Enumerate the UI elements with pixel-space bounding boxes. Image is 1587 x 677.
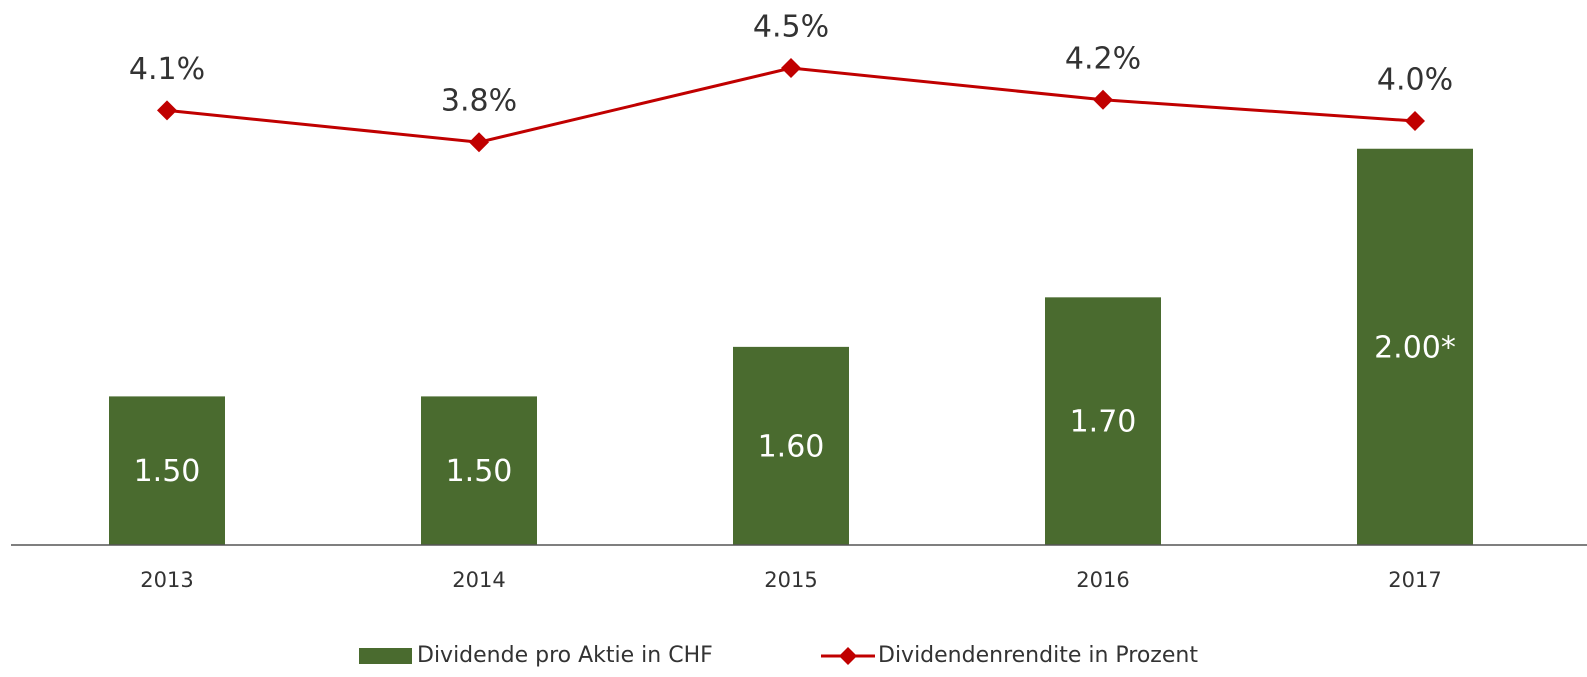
legend-marker [839, 647, 857, 665]
legend-swatch [359, 648, 412, 664]
bar-label: 1.70 [1070, 405, 1137, 440]
marker [469, 132, 489, 153]
marker [157, 100, 177, 121]
x-tick-label: 2016 [1076, 568, 1129, 592]
bar-label: 1.50 [134, 454, 201, 489]
bar-label: 2.00* [1374, 330, 1456, 365]
bar [733, 346, 849, 545]
point-label: 3.8% [441, 84, 517, 119]
marker [1093, 89, 1113, 110]
point-label: 4.2% [1065, 41, 1141, 76]
bar [109, 396, 225, 545]
x-tick-label: 2014 [452, 568, 505, 592]
x-tick-label: 2017 [1388, 568, 1441, 592]
x-tick-label: 2013 [140, 568, 193, 592]
bar-label: 1.60 [758, 429, 825, 464]
marker [1405, 111, 1425, 131]
marker [781, 58, 801, 78]
legend-label: Dividendenrendite in Prozent [878, 643, 1198, 668]
x-tick-label: 2015 [764, 568, 817, 592]
bar [1357, 148, 1473, 545]
bar-label: 1.50 [446, 454, 513, 489]
point-label: 4.5% [753, 10, 829, 45]
bar [421, 396, 537, 545]
point-label: 4.1% [129, 52, 205, 87]
bar [1045, 297, 1161, 545]
point-label: 4.0% [1377, 63, 1453, 98]
legend-label: Dividende pro Aktie in CHF [417, 643, 713, 668]
line [166, 66, 1416, 144]
